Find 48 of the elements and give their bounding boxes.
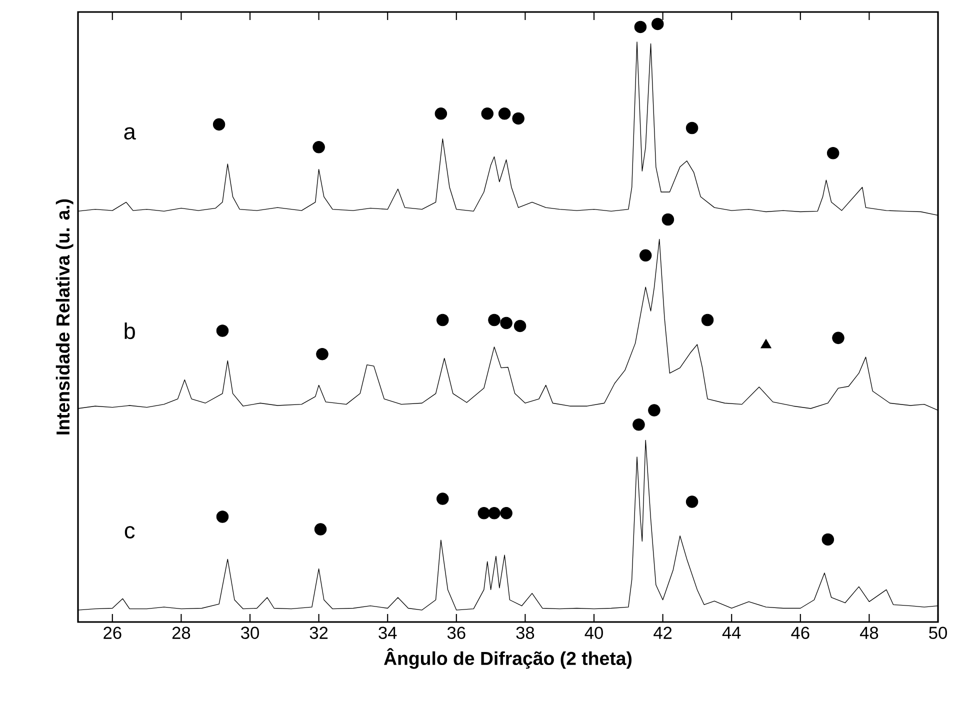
point [436, 492, 449, 505]
point [662, 213, 674, 226]
point [832, 332, 844, 344]
x-tick-label: 50 [929, 626, 947, 639]
point [498, 108, 511, 120]
point [639, 249, 652, 262]
point [312, 141, 325, 154]
point [634, 20, 647, 34]
point [212, 118, 226, 131]
point [500, 316, 512, 330]
point [632, 418, 645, 431]
y-axis-title: Intensidade Relativa (u. a.) [56, 199, 74, 434]
point [216, 324, 229, 337]
point [216, 510, 229, 523]
point [488, 314, 500, 326]
x-tick-label: 36 [447, 626, 466, 639]
point [686, 122, 698, 134]
point [652, 18, 664, 30]
point [514, 320, 526, 332]
x-tick-label: 28 [172, 626, 190, 639]
point [314, 523, 327, 536]
x-tick-label: 44 [722, 626, 741, 639]
text: b [124, 322, 135, 340]
point [488, 507, 500, 520]
point [434, 108, 448, 120]
x-tick-label: 48 [860, 626, 878, 639]
x-tick-label: 40 [584, 626, 603, 639]
text: a [124, 127, 136, 140]
point [500, 507, 512, 520]
point [686, 496, 698, 508]
point [316, 348, 328, 360]
x-tick-label: 32 [310, 626, 328, 639]
x-tick-label: 34 [378, 626, 397, 639]
point [822, 533, 834, 546]
x-tick-label: 42 [654, 626, 672, 639]
point [826, 147, 840, 160]
point [512, 112, 524, 125]
x-axis-title: Ângulo de Difração (2 theta) [384, 648, 632, 669]
point [478, 507, 490, 520]
x-tick-label: 26 [104, 626, 122, 639]
text: c [124, 526, 135, 539]
point [481, 108, 494, 120]
point [436, 314, 449, 326]
point [701, 314, 714, 326]
point [648, 404, 660, 416]
x-tick-label: 38 [516, 626, 534, 639]
x-tick-label: 46 [791, 626, 810, 639]
x-tick-label: 30 [241, 626, 259, 639]
